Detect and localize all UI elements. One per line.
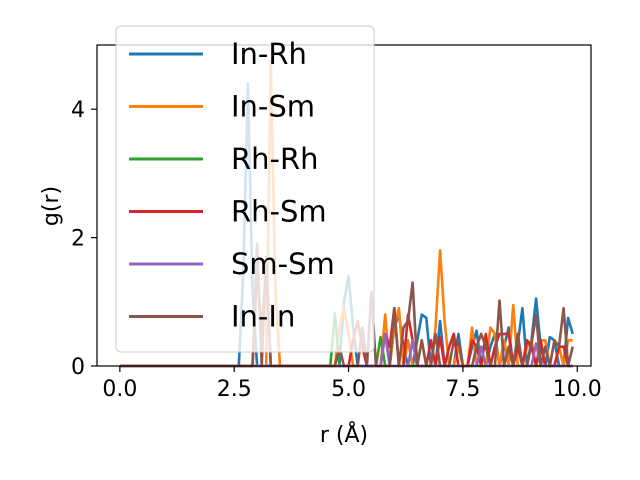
x-axis: 0.0 2.5 5.0 7.5 10.0: [102, 366, 602, 402]
legend-label-3: Rh-Sm: [231, 195, 327, 229]
legend-label-5: In-In: [231, 300, 295, 334]
x-tick-label: 7.5: [445, 377, 480, 402]
y-axis: 0 2 4: [71, 98, 97, 380]
x-tick-label: 0.0: [102, 377, 137, 402]
x-tick-label: 10.0: [553, 377, 602, 402]
legend-label-0: In-Rh: [231, 37, 307, 71]
legend-label-2: Rh-Rh: [231, 142, 319, 176]
legend: In-Rh In-Sm Rh-Rh Rh-Sm Sm-Sm In-In: [115, 25, 375, 353]
y-tick-label: 2: [71, 227, 85, 252]
x-axis-label: r (Å): [320, 421, 368, 448]
y-axis-label: g(r): [39, 186, 64, 226]
legend-label-1: In-Sm: [231, 90, 315, 124]
legend-label-4: Sm-Sm: [231, 247, 335, 281]
x-tick-label: 2.5: [217, 377, 252, 402]
y-tick-label: 0: [71, 355, 85, 380]
y-tick-label: 4: [71, 98, 85, 123]
x-tick-label: 5.0: [331, 377, 366, 402]
